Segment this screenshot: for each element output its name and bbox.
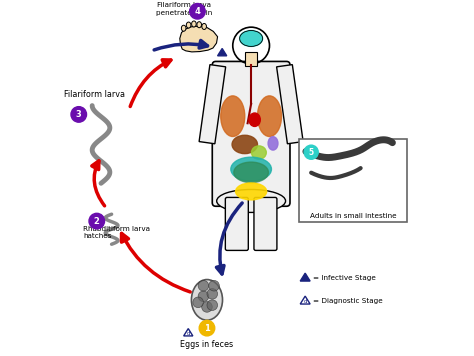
- Ellipse shape: [236, 183, 267, 200]
- Circle shape: [207, 289, 218, 299]
- Ellipse shape: [197, 22, 201, 28]
- Circle shape: [199, 320, 215, 336]
- Text: 2: 2: [94, 216, 100, 226]
- Circle shape: [89, 213, 105, 229]
- FancyBboxPatch shape: [225, 198, 248, 250]
- Text: Filariform larva: Filariform larva: [64, 90, 125, 99]
- Ellipse shape: [252, 146, 266, 159]
- Ellipse shape: [257, 96, 282, 136]
- Polygon shape: [300, 296, 310, 304]
- Circle shape: [207, 300, 218, 310]
- Polygon shape: [300, 273, 310, 281]
- Circle shape: [193, 297, 203, 308]
- Text: 5: 5: [309, 148, 314, 157]
- Text: d: d: [303, 299, 307, 304]
- Polygon shape: [183, 329, 193, 336]
- FancyBboxPatch shape: [246, 52, 257, 66]
- FancyBboxPatch shape: [254, 198, 277, 250]
- Circle shape: [198, 291, 209, 302]
- Polygon shape: [180, 26, 218, 52]
- Ellipse shape: [191, 279, 222, 320]
- Ellipse shape: [240, 31, 263, 46]
- Text: 3: 3: [76, 110, 82, 119]
- Circle shape: [201, 302, 212, 312]
- Ellipse shape: [217, 189, 285, 213]
- Ellipse shape: [186, 22, 191, 28]
- Ellipse shape: [191, 21, 196, 27]
- Ellipse shape: [234, 162, 268, 183]
- Ellipse shape: [232, 135, 257, 154]
- Circle shape: [71, 107, 87, 122]
- Text: Rhabditiform larva
hatches: Rhabditiform larva hatches: [83, 226, 150, 240]
- FancyBboxPatch shape: [212, 62, 290, 206]
- Circle shape: [209, 281, 219, 291]
- Polygon shape: [277, 65, 303, 144]
- Bar: [299, 139, 407, 222]
- Ellipse shape: [268, 137, 278, 150]
- Text: Eggs in feces: Eggs in feces: [181, 340, 234, 349]
- Ellipse shape: [221, 96, 245, 136]
- Text: = Infective Stage: = Infective Stage: [313, 274, 376, 281]
- Text: = Diagnostic Stage: = Diagnostic Stage: [313, 298, 383, 304]
- Text: d: d: [186, 331, 190, 336]
- Polygon shape: [218, 48, 227, 56]
- Polygon shape: [199, 65, 226, 144]
- Text: 1: 1: [204, 324, 210, 333]
- Ellipse shape: [202, 23, 207, 30]
- Ellipse shape: [182, 25, 186, 31]
- Text: Adults in small intestine: Adults in small intestine: [310, 213, 396, 219]
- Circle shape: [198, 281, 209, 291]
- Text: Filariform larva
penetrates skin: Filariform larva penetrates skin: [156, 2, 212, 16]
- Ellipse shape: [249, 113, 260, 126]
- Ellipse shape: [231, 157, 272, 181]
- Circle shape: [304, 145, 318, 159]
- Text: 4: 4: [194, 7, 201, 16]
- Circle shape: [190, 4, 205, 19]
